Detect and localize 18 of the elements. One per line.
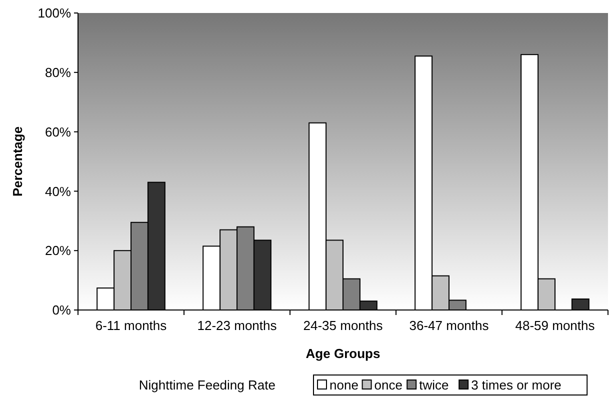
y-tick-label: 80% — [44, 64, 72, 80]
legend-title: Nighttime Feeding Rate — [138, 378, 276, 393]
y-axis-title: Percentage — [10, 126, 25, 197]
y-tick-label: 20% — [44, 243, 72, 258]
x-tick-label: 24-35 months — [303, 318, 384, 333]
legend-label: once — [374, 378, 403, 393]
y-tick-label: 60% — [44, 124, 72, 140]
x-tick-label: 12-23 months — [197, 318, 278, 333]
x-tick-label: 48-59 months — [515, 318, 596, 333]
x-axis-title: Age Groups — [306, 346, 380, 361]
x-tick-label: 6-11 months — [95, 318, 168, 333]
y-tick-label: 100% — [38, 6, 72, 21]
y-tick-label: 40% — [44, 184, 72, 199]
y-tick-label: 0% — [52, 302, 72, 318]
legend-label: twice — [419, 378, 449, 393]
legend-label: none — [330, 378, 358, 393]
x-tick-label: 36-47 months — [409, 318, 490, 333]
legend-label: 3 times or more — [471, 378, 562, 393]
